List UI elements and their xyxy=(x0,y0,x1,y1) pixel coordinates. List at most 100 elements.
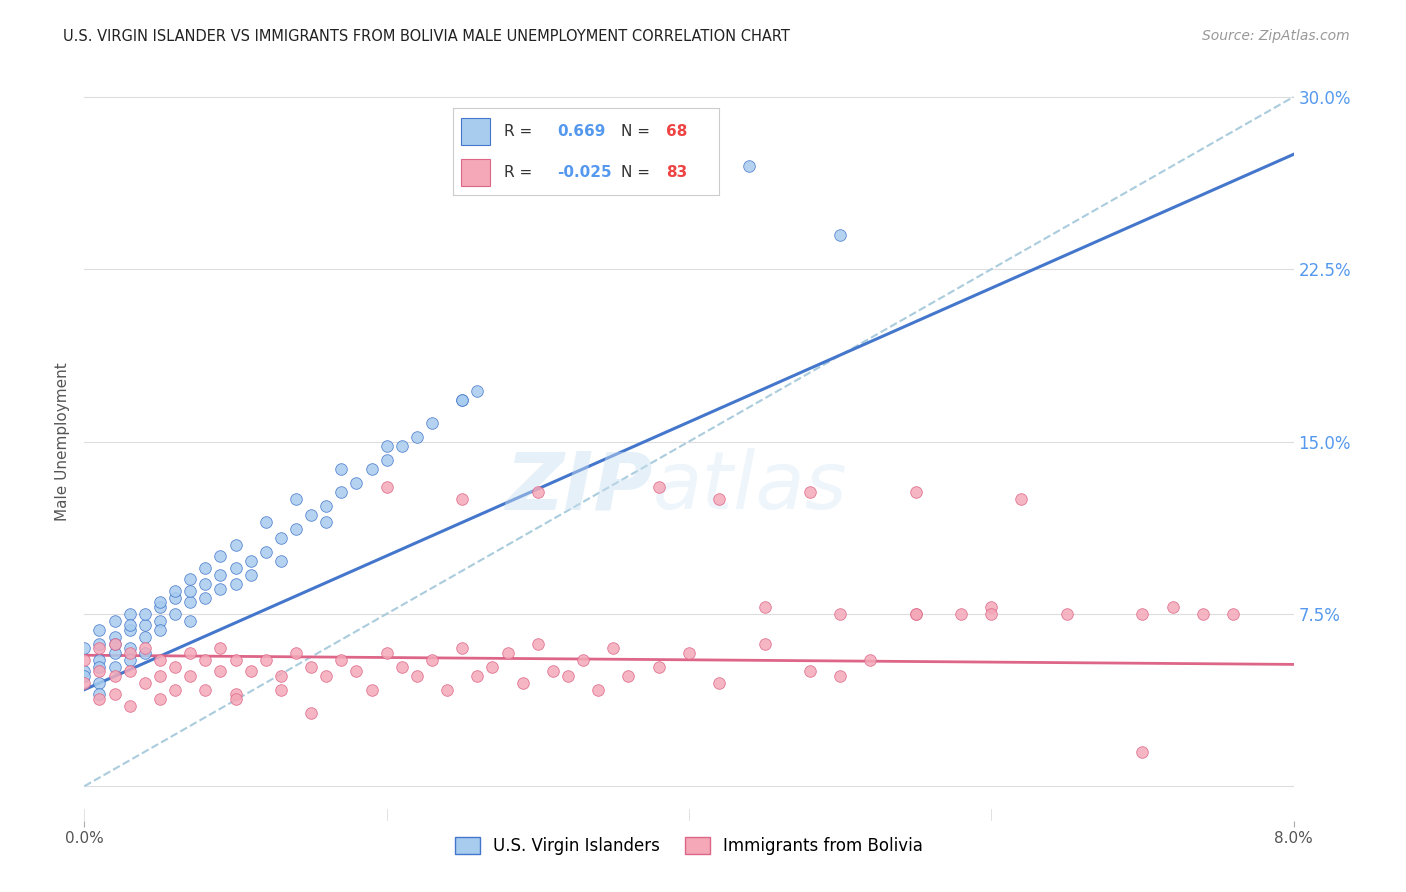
Point xyxy=(179,646,201,660)
Point xyxy=(149,614,172,628)
Point xyxy=(239,554,262,568)
Point xyxy=(799,485,821,500)
Point xyxy=(315,669,337,683)
Point xyxy=(391,439,413,453)
Point xyxy=(149,595,172,609)
Point xyxy=(118,607,141,621)
Point xyxy=(239,665,262,679)
Text: U.S. VIRGIN ISLANDER VS IMMIGRANTS FROM BOLIVIA MALE UNEMPLOYMENT CORRELATION CH: U.S. VIRGIN ISLANDER VS IMMIGRANTS FROM … xyxy=(63,29,790,44)
Point xyxy=(149,669,172,683)
Point xyxy=(360,462,382,476)
Point xyxy=(299,508,322,522)
Point xyxy=(104,614,127,628)
Point xyxy=(950,607,973,621)
Point xyxy=(165,607,187,621)
Point xyxy=(648,659,671,673)
Point xyxy=(420,653,443,667)
Point xyxy=(299,659,322,673)
Point xyxy=(104,659,127,673)
Point xyxy=(149,599,172,614)
Point xyxy=(375,481,398,495)
Point xyxy=(194,682,217,697)
Point xyxy=(1222,607,1244,621)
Point xyxy=(738,159,761,173)
Point xyxy=(209,582,232,596)
Point xyxy=(904,607,927,621)
Point xyxy=(1132,607,1154,621)
Point xyxy=(1132,745,1154,759)
Point xyxy=(285,646,308,660)
Point xyxy=(179,669,201,683)
Point xyxy=(104,637,127,651)
Point xyxy=(134,630,156,644)
Point xyxy=(330,462,353,476)
Point xyxy=(89,675,111,690)
Point xyxy=(89,665,111,679)
Point xyxy=(980,599,1002,614)
Point xyxy=(104,630,127,644)
Point xyxy=(904,607,927,621)
Point xyxy=(89,623,111,637)
Point xyxy=(436,682,458,697)
Legend: U.S. Virgin Islanders, Immigrants from Bolivia: U.S. Virgin Islanders, Immigrants from B… xyxy=(449,830,929,862)
Point xyxy=(179,583,201,598)
Point xyxy=(134,675,156,690)
Point xyxy=(104,646,127,660)
Text: atlas: atlas xyxy=(652,448,848,526)
Point xyxy=(330,653,353,667)
Point xyxy=(299,706,322,720)
Point xyxy=(830,607,852,621)
Point xyxy=(1056,607,1078,621)
Point xyxy=(709,675,731,690)
Point xyxy=(346,475,368,490)
Point xyxy=(165,659,187,673)
Point xyxy=(194,561,217,575)
Point xyxy=(225,538,247,552)
Point xyxy=(648,481,671,495)
Point xyxy=(89,691,111,706)
Point xyxy=(209,549,232,564)
Point xyxy=(467,669,489,683)
Point xyxy=(830,227,852,242)
Point xyxy=(602,641,624,656)
Point xyxy=(830,669,852,683)
Point xyxy=(1011,491,1033,506)
Point xyxy=(980,607,1002,621)
Point xyxy=(572,653,595,667)
Point xyxy=(225,691,247,706)
Point xyxy=(451,393,474,408)
Point xyxy=(134,646,156,660)
Point xyxy=(104,687,127,701)
Point xyxy=(89,641,111,656)
Point xyxy=(481,659,503,673)
Point xyxy=(89,653,111,667)
Point xyxy=(527,637,550,651)
Point xyxy=(375,646,398,660)
Point xyxy=(406,430,429,444)
Point xyxy=(73,669,96,683)
Point xyxy=(149,691,172,706)
Point xyxy=(346,665,368,679)
Point xyxy=(527,485,550,500)
Point xyxy=(225,561,247,575)
Point xyxy=(89,637,111,651)
Point xyxy=(315,515,337,529)
Point xyxy=(859,653,882,667)
Point xyxy=(149,623,172,637)
Point xyxy=(225,653,247,667)
Point xyxy=(118,665,141,679)
Point xyxy=(179,595,201,609)
Point xyxy=(239,567,262,582)
Point xyxy=(134,618,156,632)
Point xyxy=(285,491,308,506)
Point xyxy=(118,623,141,637)
Point xyxy=(285,522,308,536)
Point xyxy=(118,641,141,656)
Point xyxy=(209,665,232,679)
Point xyxy=(754,637,776,651)
Point xyxy=(225,577,247,591)
Point xyxy=(496,646,519,660)
Point xyxy=(799,665,821,679)
Point xyxy=(330,485,353,500)
Point xyxy=(194,577,217,591)
